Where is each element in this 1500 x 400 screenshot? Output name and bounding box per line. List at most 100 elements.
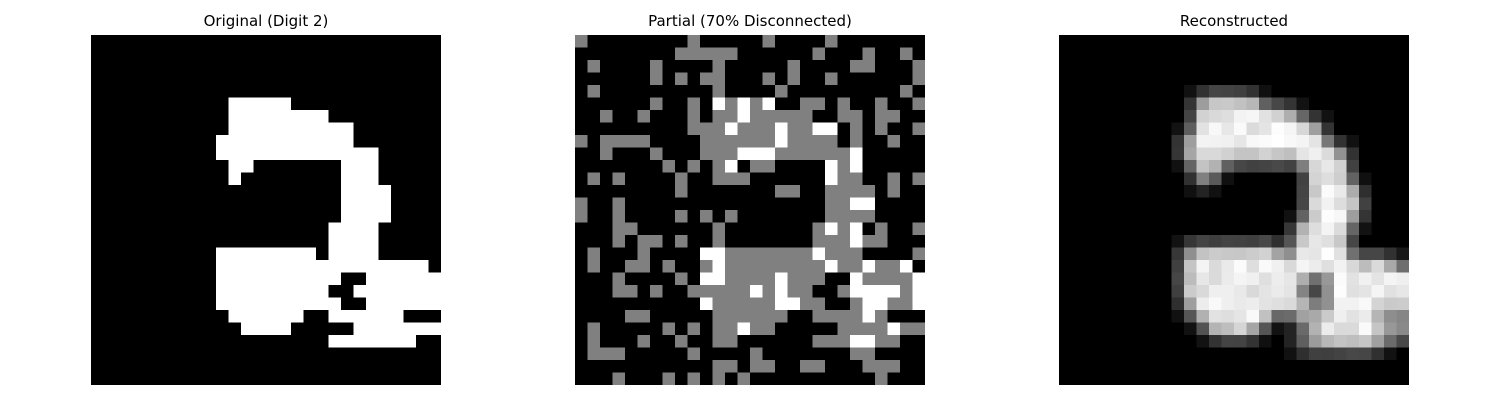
pixel-reconstructed [1097, 48, 1110, 61]
pixel-reconstructed [1172, 210, 1185, 223]
pixel-reconstructed [1059, 48, 1072, 61]
pixel-reconstructed [1159, 235, 1172, 248]
pixel-original [216, 98, 229, 111]
pixel-original [429, 223, 442, 236]
pixel-original [366, 373, 379, 386]
pixel-original [354, 348, 367, 361]
pixel-partial [638, 348, 651, 361]
pixel-reconstructed [1072, 323, 1085, 336]
pixel-partial [650, 235, 663, 248]
pixel-partial [813, 285, 826, 298]
pixel-partial [738, 273, 751, 286]
pixel-original [91, 60, 104, 73]
pixel-original [341, 235, 354, 248]
pixel-partial [725, 223, 738, 236]
pixel-partial [650, 210, 663, 223]
pixel-reconstructed [1072, 110, 1085, 123]
pixel-partial [900, 348, 913, 361]
pixel-partial [675, 198, 688, 211]
pixel-partial [625, 185, 638, 198]
pixel-reconstructed [1397, 160, 1410, 173]
pixel-partial [738, 198, 751, 211]
pixel-reconstructed [1334, 285, 1347, 298]
pixel-partial [775, 135, 788, 148]
pixel-original [354, 310, 367, 323]
pixel-reconstructed [1172, 335, 1185, 348]
pixel-original [141, 173, 154, 186]
pixel-reconstructed [1372, 173, 1385, 186]
pixel-reconstructed [1059, 135, 1072, 148]
pixel-original [104, 298, 117, 311]
pixel-partial [863, 198, 876, 211]
pixel-original [341, 260, 354, 273]
pixel-reconstructed [1147, 235, 1160, 248]
pixel-original [279, 173, 292, 186]
pixel-original [204, 135, 217, 148]
pixel-reconstructed [1147, 360, 1160, 373]
pixel-original [241, 223, 254, 236]
pixel-partial [675, 48, 688, 61]
pixel-partial [638, 335, 651, 348]
pixel-partial [663, 123, 676, 136]
pixel-reconstructed [1159, 335, 1172, 348]
pixel-partial [825, 135, 838, 148]
pixel-partial [625, 48, 638, 61]
pixel-partial [663, 160, 676, 173]
pixel-original [404, 360, 417, 373]
pixel-partial [775, 173, 788, 186]
pixel-reconstructed [1222, 348, 1235, 361]
pixel-original [379, 223, 392, 236]
pixel-reconstructed [1209, 148, 1222, 161]
pixel-reconstructed [1147, 98, 1160, 111]
pixel-original [379, 335, 392, 348]
pixel-reconstructed [1134, 73, 1147, 86]
pixel-original [366, 248, 379, 261]
pixel-partial [725, 85, 738, 98]
pixel-partial [725, 110, 738, 123]
pixel-partial [588, 248, 601, 261]
pixel-reconstructed [1109, 98, 1122, 111]
pixel-original [291, 160, 304, 173]
pixel-partial [913, 348, 926, 361]
pixel-partial [575, 323, 588, 336]
pixel-original [241, 260, 254, 273]
pixel-partial [650, 223, 663, 236]
pixel-partial [913, 323, 926, 336]
pixel-original [279, 98, 292, 111]
pixel-original [379, 85, 392, 98]
pixel-original [304, 260, 317, 273]
pixel-reconstructed [1272, 35, 1285, 48]
pixel-original [291, 298, 304, 311]
pixel-reconstructed [1247, 185, 1260, 198]
pixel-partial [700, 335, 713, 348]
pixel-reconstructed [1272, 98, 1285, 111]
pixel-partial [900, 35, 913, 48]
pixel-reconstructed [1159, 35, 1172, 48]
pixel-reconstructed [1097, 360, 1110, 373]
pixel-original [266, 73, 279, 86]
pixel-reconstructed [1272, 123, 1285, 136]
pixel-original [154, 285, 167, 298]
pixel-reconstructed [1322, 85, 1335, 98]
pixel-original [191, 85, 204, 98]
pixel-partial [600, 298, 613, 311]
pixel-reconstructed [1122, 210, 1135, 223]
pixel-reconstructed [1209, 298, 1222, 311]
pixel-reconstructed [1184, 248, 1197, 261]
pixel-partial [888, 98, 901, 111]
pixel-partial [863, 223, 876, 236]
pixel-partial [738, 223, 751, 236]
pixel-partial [763, 123, 776, 136]
pixel-reconstructed [1297, 248, 1310, 261]
pixel-original [179, 248, 192, 261]
pixel-original [129, 148, 142, 161]
pixel-reconstructed [1172, 85, 1185, 98]
pixel-reconstructed [1259, 248, 1272, 261]
pixel-original [241, 360, 254, 373]
pixel-reconstructed [1347, 110, 1360, 123]
pixel-reconstructed [1072, 235, 1085, 248]
pixel-reconstructed [1334, 373, 1347, 386]
pixel-partial [763, 73, 776, 86]
pixel-original [229, 248, 242, 261]
pixel-reconstructed [1072, 348, 1085, 361]
